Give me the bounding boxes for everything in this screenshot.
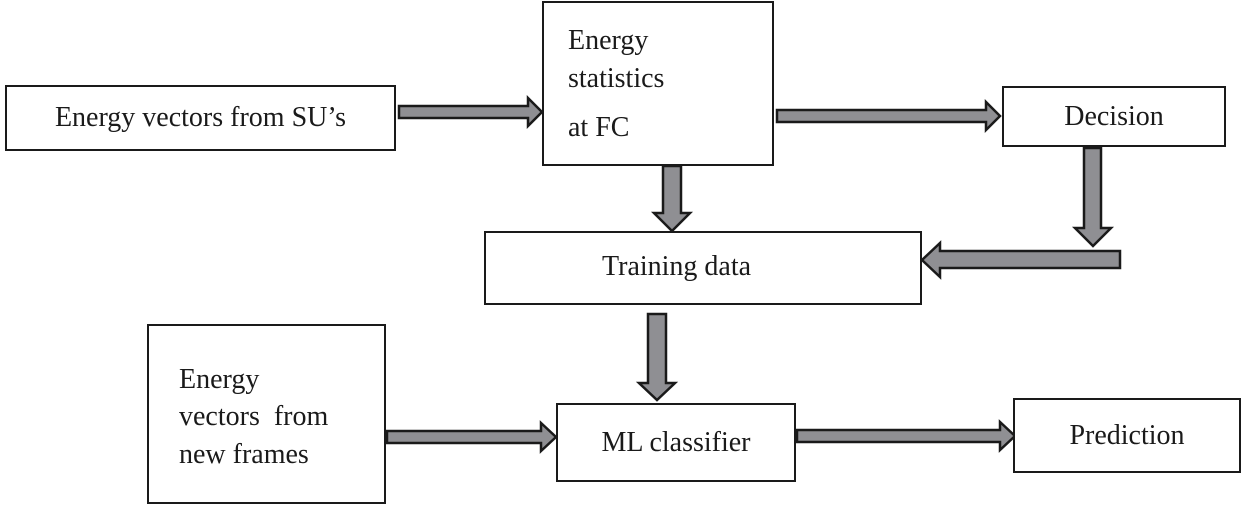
arrow-new-to-ml [385, 420, 558, 454]
arrow-fc-to-decision [775, 98, 1002, 134]
node-label-line: new frames [179, 439, 309, 470]
node-label-line: Energy [179, 364, 260, 395]
node-energy-statistics: Energy statistics at FC [542, 1, 774, 166]
arrow-ml-to-prediction [795, 419, 1017, 453]
node-label-line: statistics [568, 63, 665, 94]
node-label: ML classifier [601, 426, 751, 458]
arrow-su-to-fc [397, 94, 544, 130]
node-ml-classifier: ML classifier [556, 403, 796, 482]
arrow-training-to-ml [635, 312, 679, 402]
node-label: Prediction [1069, 419, 1185, 451]
node-label-line: vectors from [179, 401, 329, 432]
node-energy-vectors-su: Energy vectors from SU’s [5, 85, 396, 151]
arrow-decision-down [1071, 146, 1115, 248]
arrow-fc-to-training [650, 164, 694, 233]
node-decision: Decision [1002, 86, 1226, 147]
node-prediction: Prediction [1013, 398, 1241, 473]
arrow-decision-to-training [920, 240, 1122, 280]
node-label: Training data [602, 251, 752, 282]
node-label-line: at FC [568, 112, 630, 143]
node-label: Energy vectors from SU’s [54, 102, 347, 133]
node-training-data: Training data [484, 231, 922, 305]
node-label: Decision [1064, 100, 1164, 132]
node-label-line: Energy [568, 25, 649, 56]
node-energy-vectors-new: Energy vectors from new frames [147, 324, 386, 504]
